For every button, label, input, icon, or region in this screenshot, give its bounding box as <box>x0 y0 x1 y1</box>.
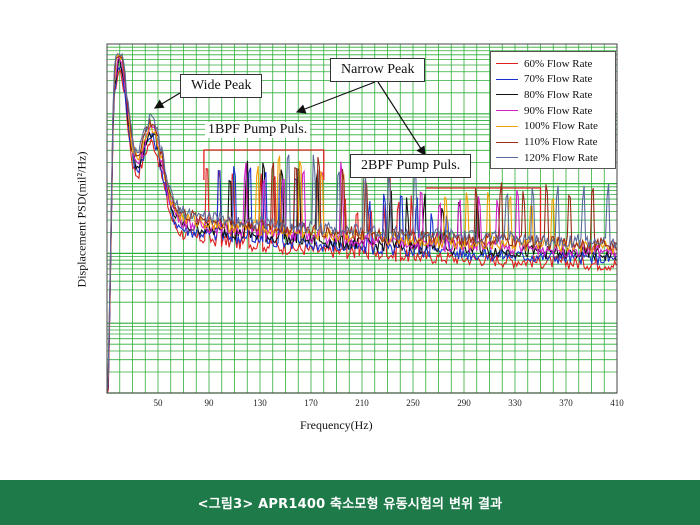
x-tick-label: 210 <box>355 398 369 408</box>
series-lines <box>106 52 617 394</box>
annotation-2bpf: 2BPF Pump Puls. <box>350 154 472 178</box>
caption-bar: <그림3> APR1400 축소모형 유동시험의 변위 결과 <box>0 480 700 525</box>
arrow-narrow-peak-right <box>377 81 426 157</box>
legend-item: 120% Flow Rate <box>496 150 598 165</box>
legend-swatch <box>496 157 518 159</box>
legend-label: 60% Flow Rate <box>524 57 593 70</box>
legend-swatch <box>496 94 518 96</box>
legend-label: 110% Flow Rate <box>524 136 598 148</box>
legend-label: 100% Flow Rate <box>524 120 598 133</box>
x-tick-label: 410 <box>610 398 624 408</box>
legend-item: 110% Flow Rate <box>496 135 598 150</box>
series-line-7 <box>106 52 617 394</box>
x-tick-label: 330 <box>508 398 522 408</box>
legend-item: 70% Flow Rate <box>496 72 592 87</box>
legend-label: 90% Flow Rate <box>524 104 593 117</box>
annotation-narrow-peak: Narrow Peak <box>330 58 426 82</box>
arrow-narrow-peak-left <box>295 81 376 114</box>
x-tick-label: 170 <box>304 398 318 408</box>
legend-label: 120% Flow Rate <box>524 151 598 164</box>
x-tick-label: 130 <box>253 398 267 408</box>
x-tick-labels: 50 90 130 170 210 250 290 330 370 410 <box>154 398 625 408</box>
y-axis-label: Displacement PSD(mil²/Hz) <box>74 151 89 288</box>
annotation-wide-peak: Wide Peak <box>180 74 263 98</box>
series-line-6 <box>106 55 617 394</box>
x-tick-label: 290 <box>457 398 471 408</box>
x-axis-label: Frequency(Hz) <box>300 418 373 432</box>
legend-swatch <box>496 141 518 143</box>
legend-swatch <box>496 110 518 112</box>
legend-label: 80% Flow Rate <box>524 88 593 101</box>
plot-frame <box>106 43 618 394</box>
series-line-2 <box>106 64 617 394</box>
legend: 60% Flow Rate 70% Flow Rate 80% Flow Rate 9… <box>490 51 616 169</box>
legend-item: 60% Flow Rate <box>496 56 592 71</box>
legend-item: 80% Flow Rate <box>496 87 592 102</box>
legend-label: 70% Flow Rate <box>524 73 593 86</box>
legend-swatch <box>496 63 518 64</box>
legend-item: 90% Flow Rate <box>496 103 592 118</box>
x-tick-label: 370 <box>559 398 573 408</box>
bpf1-range-box <box>203 149 325 180</box>
x-tick-label: 90 <box>205 398 215 408</box>
x-tick-label: 250 <box>406 398 420 408</box>
figure-caption: <그림3> APR1400 축소모형 유동시험의 변위 결과 <box>197 497 503 512</box>
x-tick-label: 50 <box>154 398 164 408</box>
legend-swatch <box>496 125 518 127</box>
legend-swatch <box>496 78 518 80</box>
series-line-4 <box>106 53 617 394</box>
annotation-1bpf: 1BPF Pump Puls. <box>205 122 311 138</box>
bpf2-range-box <box>425 187 542 240</box>
legend-item: 100% Flow Rate <box>496 119 598 134</box>
pump-pulsation-boxes <box>203 149 542 240</box>
